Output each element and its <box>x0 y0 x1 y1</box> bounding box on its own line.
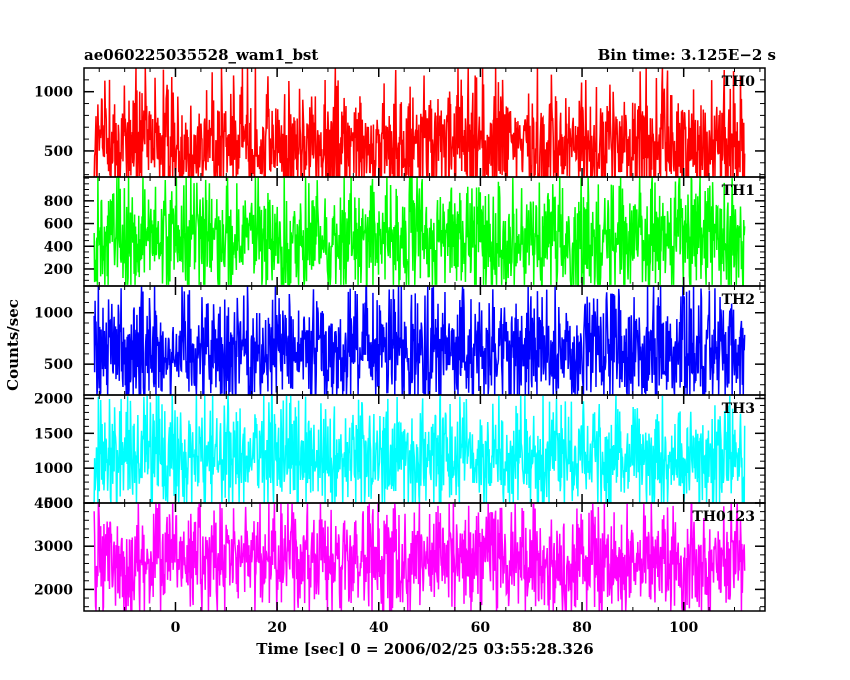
panel-label-th1: TH1 <box>722 183 755 199</box>
y-tick-label-th2: 1000 <box>34 306 73 322</box>
y-tick-label-th0: 1000 <box>34 85 73 101</box>
y-tick-label-th1: 600 <box>44 217 73 233</box>
panel-label-th0: TH0 <box>722 74 756 90</box>
panel-frame-th0123 <box>83 502 766 612</box>
x-axis-title: Time [sec] 0 = 2006/02/25 03:55:28.326 <box>256 640 593 658</box>
series-th0123-line <box>93 503 746 611</box>
y-tick-label-th1: 400 <box>44 239 73 255</box>
y-tick-label-th3: 500 <box>44 496 73 512</box>
x-tick-label: 40 <box>369 620 389 636</box>
y-tick-label-th3: 2000 <box>34 391 73 407</box>
panels-group: 5001000TH0200400600800TH15001000TH250010… <box>34 67 766 636</box>
x-tick-label: 60 <box>471 620 491 636</box>
x-tick-label: 0 <box>171 620 181 636</box>
chart-title-left: ae060225035528_wam1_bst <box>84 46 318 64</box>
y-tick-label-th0123: 4000 <box>34 496 73 512</box>
y-tick-label-th1: 800 <box>44 194 73 210</box>
y-tick-label-th1: 200 <box>44 262 73 278</box>
y-tick-label-th0123: 2000 <box>34 582 73 598</box>
panel-label-th3: TH3 <box>722 401 755 417</box>
x-tick-label: 100 <box>669 620 698 636</box>
panel-label-th2: TH2 <box>722 292 755 308</box>
series-th0-line <box>93 68 746 177</box>
panel-label-th0123: TH0123 <box>692 509 755 525</box>
x-tick-label: 20 <box>267 620 287 636</box>
y-tick-label-th3: 1000 <box>34 461 73 477</box>
chart-title-right: Bin time: 3.125E−2 s <box>598 46 776 64</box>
series-th1-line <box>93 177 746 286</box>
y-tick-label-th0: 500 <box>44 144 73 160</box>
y-tick-label-th0123: 3000 <box>34 539 73 555</box>
x-tick-label: 80 <box>572 620 592 636</box>
series-th2-line <box>93 286 746 395</box>
y-tick-label-th2: 500 <box>44 357 73 373</box>
y-tick-label-th3: 1500 <box>34 426 73 442</box>
y-axis-title: Counts/sec <box>4 299 22 391</box>
series-th3-line <box>93 395 746 503</box>
